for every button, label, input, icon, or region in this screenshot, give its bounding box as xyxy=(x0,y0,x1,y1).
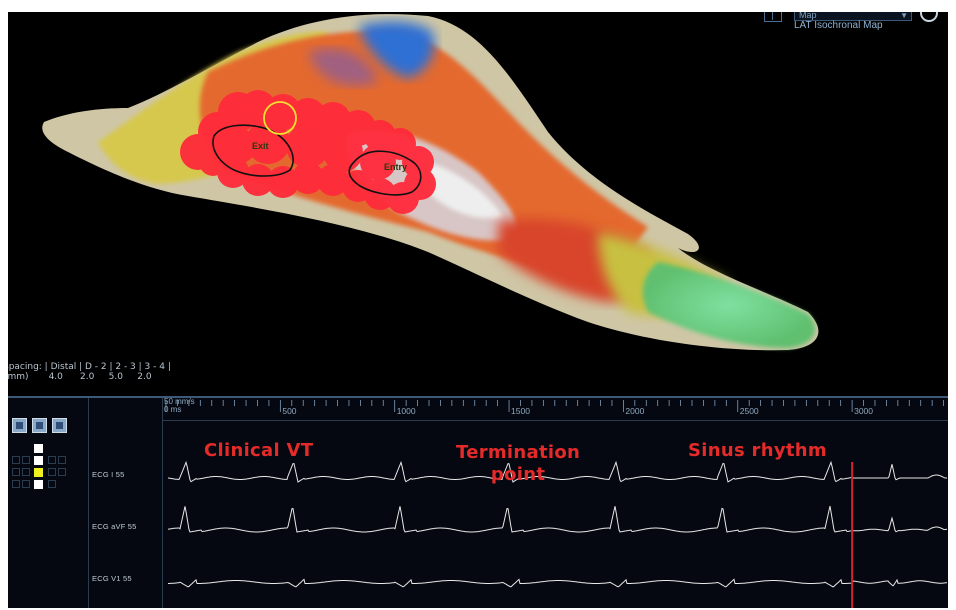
ecg-trace xyxy=(168,578,948,588)
layout-grid-icon[interactable] xyxy=(764,12,782,22)
spacing-legend-line2: (mm) 4.0 2.0 5.0 2.0 xyxy=(8,372,152,382)
sweep-speed-label: 50 mm/s 0 ms xyxy=(164,398,195,414)
exit-label: Exit xyxy=(252,141,269,151)
ruler-tick-label: 1500 xyxy=(511,406,530,416)
channel-color-swatch[interactable] xyxy=(34,480,43,489)
ruler-tick-label: 2000 xyxy=(625,406,645,416)
channel-select-cell[interactable] xyxy=(22,468,30,476)
ecg-channel-toolbar xyxy=(8,398,89,608)
channel-label-ecg-v1[interactable]: ECG V1 55 xyxy=(92,574,132,583)
map-zone-green xyxy=(642,262,816,348)
time-ruler[interactable]: 50 mm/s 0 ms 500100015002000250030003500… xyxy=(162,398,948,421)
exit-region-outline xyxy=(212,124,294,177)
map-type-label: LAT Isochronal Map xyxy=(794,20,883,31)
ruler-tick-label: 3000 xyxy=(854,406,874,416)
channel-select-cell[interactable] xyxy=(58,468,66,476)
termination-annotation-line1: Termination xyxy=(456,442,581,463)
ecg-panel: ECG I 55 ECG aVF 55 ECG V1 55 50 mm/s 0 … xyxy=(8,396,948,608)
channel-select-cell[interactable] xyxy=(12,456,20,464)
isochronal-map-render[interactable] xyxy=(8,12,948,396)
channel-label-ecg-i[interactable]: ECG I 55 xyxy=(92,470,125,479)
map-viewport[interactable]: Exit Entry Map ▼ LAT Isochronal Map spac… xyxy=(8,12,948,396)
ruler-tick-label: 500 xyxy=(282,406,297,416)
channel-color-swatch[interactable] xyxy=(34,468,43,477)
catheter-tip-marker xyxy=(263,101,297,135)
carto-screen: Exit Entry Map ▼ LAT Isochronal Map spac… xyxy=(8,12,948,608)
channel-color-swatch[interactable] xyxy=(34,444,43,453)
entry-label: Entry xyxy=(384,162,408,172)
sweep-speed-value: 50 mm/s xyxy=(164,397,195,406)
entry-region-outline xyxy=(348,150,422,196)
channel-select-cell[interactable] xyxy=(58,456,66,464)
channel-color-swatch[interactable] xyxy=(34,456,43,465)
ecg-trace xyxy=(167,460,947,483)
spacing-legend-line1: spacing: | Distal | D - 2 | 2 - 3 | 3 - … xyxy=(8,362,171,372)
ecg-channel-labels: ECG I 55 ECG aVF 55 ECG V1 55 xyxy=(88,398,163,608)
channel-select-cell[interactable] xyxy=(12,468,20,476)
map-view-dropdown-value: Map xyxy=(799,12,817,20)
map-view-dropdown[interactable]: Map ▼ xyxy=(794,12,912,21)
channel-select-cell[interactable] xyxy=(48,468,56,476)
channel-label-ecg-avf[interactable]: ECG aVF 55 xyxy=(92,522,137,531)
channel-select-cell[interactable] xyxy=(22,480,30,488)
display-settings-icon[interactable] xyxy=(32,418,47,433)
channel-config-icon[interactable] xyxy=(12,418,27,433)
ecg-traces-canvas xyxy=(165,400,948,608)
ruler-zero-label: 0 ms xyxy=(164,405,182,414)
ruler-tick-label: 2500 xyxy=(739,406,759,416)
channel-select-cell[interactable] xyxy=(48,456,56,464)
map-zone-blue xyxy=(358,21,435,78)
annotation-tool-icon[interactable] xyxy=(52,418,67,433)
termination-annotation-line2: point xyxy=(490,464,546,485)
channel-select-cell[interactable] xyxy=(12,480,20,488)
termination-annotation: Termination point xyxy=(456,442,580,486)
chevron-down-icon: ▼ xyxy=(900,12,908,20)
ecg-trace xyxy=(167,505,948,533)
sinus-rhythm-annotation: Sinus rhythm xyxy=(688,440,827,461)
map-options-circle-icon[interactable] xyxy=(920,12,938,22)
channel-select-cell[interactable] xyxy=(48,480,56,488)
clinical-vt-annotation: Clinical VT xyxy=(204,440,314,461)
channel-select-cell[interactable] xyxy=(22,456,30,464)
ruler-tick-label: 1000 xyxy=(396,406,416,416)
electrode-spacing-legend: spacing: | Distal | D - 2 | 2 - 3 | 3 - … xyxy=(8,362,171,382)
